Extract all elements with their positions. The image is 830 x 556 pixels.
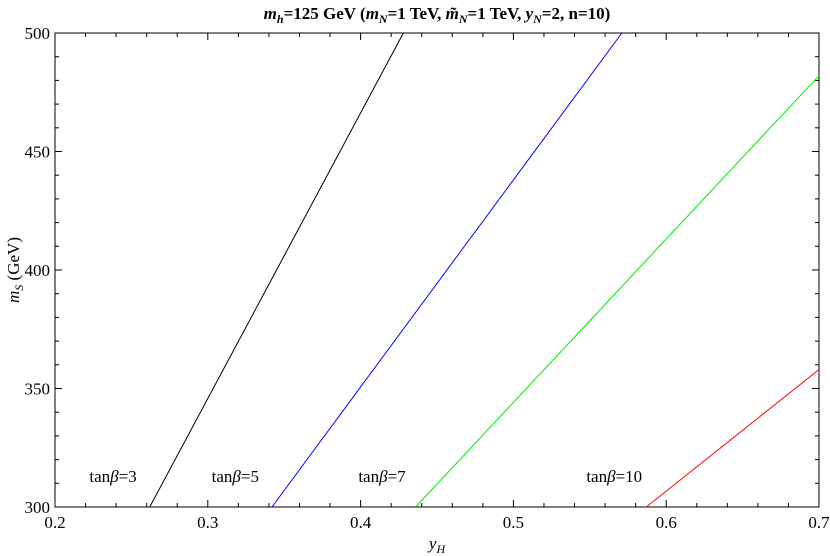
chart-title: mh=125 GeV (mN=1 TeV, m̃N=1 TeV, yN=2, n…: [264, 4, 611, 26]
chart-title-part: =1 TeV,: [468, 4, 526, 23]
chart-title-part: y: [524, 4, 534, 23]
series-line: [415, 75, 820, 508]
chart-title-part: N: [378, 12, 389, 26]
x-tick-label: 0.5: [503, 513, 524, 532]
y-axis-label: mS (GeV): [4, 237, 26, 303]
x-tick-label: 0.7: [808, 513, 830, 532]
chart-title-part: m̃: [446, 4, 459, 23]
chart-title-part: N: [458, 12, 469, 26]
chart-title-part: =125 GeV (: [284, 4, 366, 23]
series-labels: tanβ=3 tanβ=5 tanβ=7 tanβ=10: [89, 467, 642, 486]
x-tick-label: 0.6: [656, 513, 677, 532]
x-tick-label: 0.2: [44, 513, 65, 532]
chart-title-part: =2, n=10): [542, 4, 611, 23]
series-label: tanβ=3: [89, 467, 136, 486]
x-axis-label: yH: [427, 534, 447, 556]
series-label: tanβ=10: [586, 467, 642, 486]
series-label: tanβ=7: [358, 467, 406, 486]
x-tick-label: 0.3: [197, 513, 218, 532]
chart-title-part: =1 TeV,: [388, 4, 446, 23]
chart-title-part: m: [366, 4, 379, 23]
chart-title-part: h: [277, 12, 284, 26]
x-axis-ticks: 0.2 0.3 0.4 0.5 0.6 0.7: [44, 33, 830, 532]
y-tick-label: 500: [25, 24, 51, 43]
chart-title-part: m: [264, 4, 277, 23]
y-axis-ticks: 300 350 400 450 500: [25, 24, 819, 517]
chart-title-part: N: [532, 12, 543, 26]
series-line: [149, 32, 404, 508]
plot-frame: [54, 32, 820, 508]
y-tick-label: 400: [25, 261, 51, 280]
series-line: [271, 32, 623, 508]
x-tick-label: 0.4: [350, 513, 372, 532]
y-tick-label: 450: [25, 143, 51, 162]
series-lines: [149, 32, 820, 508]
y-tick-label: 350: [25, 380, 51, 399]
series-label: tanβ=5: [212, 467, 259, 486]
series-line: [646, 369, 820, 508]
y-tick-label: 300: [25, 498, 51, 517]
